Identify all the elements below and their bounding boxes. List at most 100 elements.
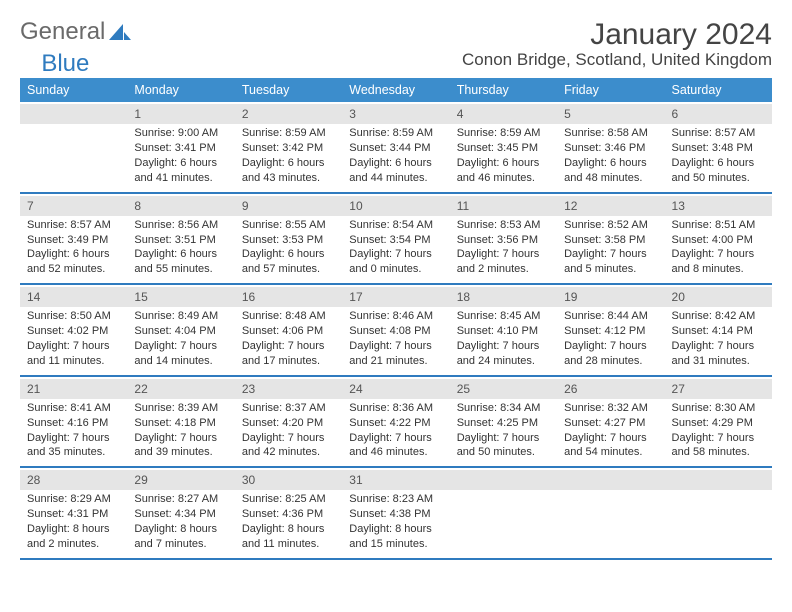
day-number: 9 bbox=[235, 196, 342, 216]
day-info-line: Sunset: 3:41 PM bbox=[134, 141, 227, 156]
day-info-line: Daylight: 7 hours bbox=[564, 339, 657, 354]
day-cell: 10Sunrise: 8:54 AMSunset: 3:54 PMDayligh… bbox=[342, 194, 449, 284]
day-info-line: Sunrise: 8:51 AM bbox=[672, 218, 765, 233]
day-info-line: Sunrise: 8:42 AM bbox=[672, 309, 765, 324]
week-row: 14Sunrise: 8:50 AMSunset: 4:02 PMDayligh… bbox=[20, 285, 772, 377]
day-info-line: Sunset: 4:36 PM bbox=[242, 507, 335, 522]
day-info-line: and 58 minutes. bbox=[672, 445, 765, 460]
day-info-line: Sunrise: 8:59 AM bbox=[457, 126, 550, 141]
day-cell: 6Sunrise: 8:57 AMSunset: 3:48 PMDaylight… bbox=[665, 102, 772, 192]
day-info-line: Sunrise: 8:41 AM bbox=[27, 401, 120, 416]
day-number: 18 bbox=[450, 287, 557, 307]
empty-cell bbox=[20, 102, 127, 192]
day-info-line: Daylight: 7 hours bbox=[564, 247, 657, 262]
day-info-line: Daylight: 7 hours bbox=[349, 247, 442, 262]
week-row: 21Sunrise: 8:41 AMSunset: 4:16 PMDayligh… bbox=[20, 377, 772, 469]
day-of-week-header: SundayMondayTuesdayWednesdayThursdayFrid… bbox=[20, 78, 772, 102]
day-info-line: Daylight: 6 hours bbox=[27, 247, 120, 262]
day-info-line: Sunset: 4:10 PM bbox=[457, 324, 550, 339]
day-info-line: Sunset: 3:58 PM bbox=[564, 233, 657, 248]
day-info-line: Sunrise: 8:29 AM bbox=[27, 492, 120, 507]
day-info-line: Sunrise: 8:59 AM bbox=[242, 126, 335, 141]
day-info-line: Daylight: 6 hours bbox=[242, 247, 335, 262]
day-cell: 29Sunrise: 8:27 AMSunset: 4:34 PMDayligh… bbox=[127, 468, 234, 558]
day-number: 6 bbox=[665, 104, 772, 124]
day-number: 31 bbox=[342, 470, 449, 490]
day-cell: 28Sunrise: 8:29 AMSunset: 4:31 PMDayligh… bbox=[20, 468, 127, 558]
day-info-line: Sunrise: 8:45 AM bbox=[457, 309, 550, 324]
day-info-line: and 42 minutes. bbox=[242, 445, 335, 460]
day-info-line: Daylight: 7 hours bbox=[672, 431, 765, 446]
day-cell: 24Sunrise: 8:36 AMSunset: 4:22 PMDayligh… bbox=[342, 377, 449, 467]
brand-part2: Blue bbox=[41, 50, 89, 78]
day-info-line: and 52 minutes. bbox=[27, 262, 120, 277]
week-row: 28Sunrise: 8:29 AMSunset: 4:31 PMDayligh… bbox=[20, 468, 772, 560]
day-number: 10 bbox=[342, 196, 449, 216]
day-info-line: Sunrise: 8:37 AM bbox=[242, 401, 335, 416]
day-cell: 22Sunrise: 8:39 AMSunset: 4:18 PMDayligh… bbox=[127, 377, 234, 467]
day-info-line: Sunrise: 8:50 AM bbox=[27, 309, 120, 324]
day-number bbox=[665, 470, 772, 490]
title-block: January 2024 bbox=[590, 18, 772, 52]
day-cell: 13Sunrise: 8:51 AMSunset: 4:00 PMDayligh… bbox=[665, 194, 772, 284]
day-info-line: Sunrise: 8:44 AM bbox=[564, 309, 657, 324]
day-info-line: Daylight: 7 hours bbox=[134, 339, 227, 354]
day-info-line: Sunrise: 8:48 AM bbox=[242, 309, 335, 324]
day-info-line: Sunset: 3:56 PM bbox=[457, 233, 550, 248]
day-info-line: Sunset: 4:14 PM bbox=[672, 324, 765, 339]
day-info-line: Daylight: 6 hours bbox=[672, 156, 765, 171]
day-number: 5 bbox=[557, 104, 664, 124]
day-info-line: Daylight: 7 hours bbox=[457, 339, 550, 354]
day-cell: 30Sunrise: 8:25 AMSunset: 4:36 PMDayligh… bbox=[235, 468, 342, 558]
day-of-week: Wednesday bbox=[342, 78, 449, 102]
day-info-line: Sunrise: 8:53 AM bbox=[457, 218, 550, 233]
day-number: 8 bbox=[127, 196, 234, 216]
day-info-line: Daylight: 6 hours bbox=[564, 156, 657, 171]
week-row: 1Sunrise: 9:00 AMSunset: 3:41 PMDaylight… bbox=[20, 102, 772, 194]
day-cell: 18 Sunrise: 8:45 AMSunset: 4:10 PMDayligh… bbox=[450, 285, 557, 375]
day-number: 23 bbox=[235, 379, 342, 399]
day-info-line: Sunset: 3:51 PM bbox=[134, 233, 227, 248]
day-number bbox=[20, 104, 127, 124]
day-number: 19 bbox=[557, 287, 664, 307]
day-number: 11 bbox=[450, 196, 557, 216]
day-info-line: Sunset: 4:31 PM bbox=[27, 507, 120, 522]
day-info-line: and 50 minutes. bbox=[672, 171, 765, 186]
day-info-line: Sunset: 4:04 PM bbox=[134, 324, 227, 339]
day-cell: 2Sunrise: 8:59 AMSunset: 3:42 PMDaylight… bbox=[235, 102, 342, 192]
day-info-line: Sunset: 4:06 PM bbox=[242, 324, 335, 339]
day-info-line: Daylight: 7 hours bbox=[349, 431, 442, 446]
day-info-line: Daylight: 7 hours bbox=[27, 339, 120, 354]
day-info-line: Sunset: 4:38 PM bbox=[349, 507, 442, 522]
day-info-line: and 2 minutes. bbox=[457, 262, 550, 277]
day-number: 4 bbox=[450, 104, 557, 124]
day-cell: 15Sunrise: 8:49 AMSunset: 4:04 PMDayligh… bbox=[127, 285, 234, 375]
day-number: 28 bbox=[20, 470, 127, 490]
brand-logo: General bbox=[20, 18, 131, 46]
day-number: 14 bbox=[20, 287, 127, 307]
day-number: 30 bbox=[235, 470, 342, 490]
day-number: 7 bbox=[20, 196, 127, 216]
day-info-line: Sunrise: 8:27 AM bbox=[134, 492, 227, 507]
location: Conon Bridge, Scotland, United Kingdom bbox=[462, 50, 772, 70]
day-info-line: and 11 minutes. bbox=[242, 537, 335, 552]
day-info-line: and 7 minutes. bbox=[134, 537, 227, 552]
day-info-line: Sunset: 4:16 PM bbox=[27, 416, 120, 431]
day-info-line: and 5 minutes. bbox=[564, 262, 657, 277]
day-cell: 12Sunrise: 8:52 AMSunset: 3:58 PMDayligh… bbox=[557, 194, 664, 284]
day-number: 2 bbox=[235, 104, 342, 124]
month-title: January 2024 bbox=[590, 18, 772, 52]
day-info-line: and 8 minutes. bbox=[672, 262, 765, 277]
day-cell: 19Sunrise: 8:44 AMSunset: 4:12 PMDayligh… bbox=[557, 285, 664, 375]
day-number: 16 bbox=[235, 287, 342, 307]
day-info-line: and 55 minutes. bbox=[134, 262, 227, 277]
day-info-line: Daylight: 7 hours bbox=[457, 247, 550, 262]
day-of-week: Friday bbox=[557, 78, 664, 102]
header: General January 2024 bbox=[20, 18, 772, 52]
day-info-line: Daylight: 7 hours bbox=[672, 339, 765, 354]
day-number: 12 bbox=[557, 196, 664, 216]
day-info-line: Sunrise: 8:25 AM bbox=[242, 492, 335, 507]
day-info-line: and 17 minutes. bbox=[242, 354, 335, 369]
day-info-line: Sunrise: 8:34 AM bbox=[457, 401, 550, 416]
day-info-line: and 15 minutes. bbox=[349, 537, 442, 552]
